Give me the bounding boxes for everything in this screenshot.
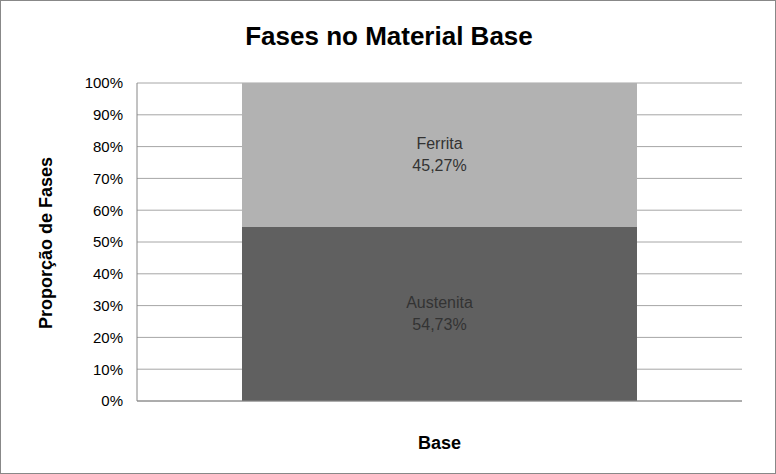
html-text:Fases no Material Base: Fases no Material Base xyxy=(245,21,533,51)
svg-text:0%: 0% xyxy=(101,392,123,409)
svg-text:60%: 60% xyxy=(93,202,123,219)
svg-text:40%: 40% xyxy=(93,265,123,282)
svg-text:Ferrita45,27%: Ferrita45,27% xyxy=(412,135,466,174)
svg-text:Austenita54,73%: Austenita54,73% xyxy=(406,294,473,333)
svg-text:90%: 90% xyxy=(93,106,123,123)
svg-text:30%: 30% xyxy=(93,297,123,314)
svg-text:Base: Base xyxy=(418,433,461,453)
svg-text:80%: 80% xyxy=(93,138,123,155)
svg-text:20%: 20% xyxy=(93,329,123,346)
svg-text:100%: 100% xyxy=(85,74,123,91)
svg-text:50%: 50% xyxy=(93,233,123,250)
svg-text:70%: 70% xyxy=(93,170,123,187)
svg-text:10%: 10% xyxy=(93,361,123,378)
html-text:Proporção de Fases: Proporção de Fases xyxy=(36,157,56,329)
